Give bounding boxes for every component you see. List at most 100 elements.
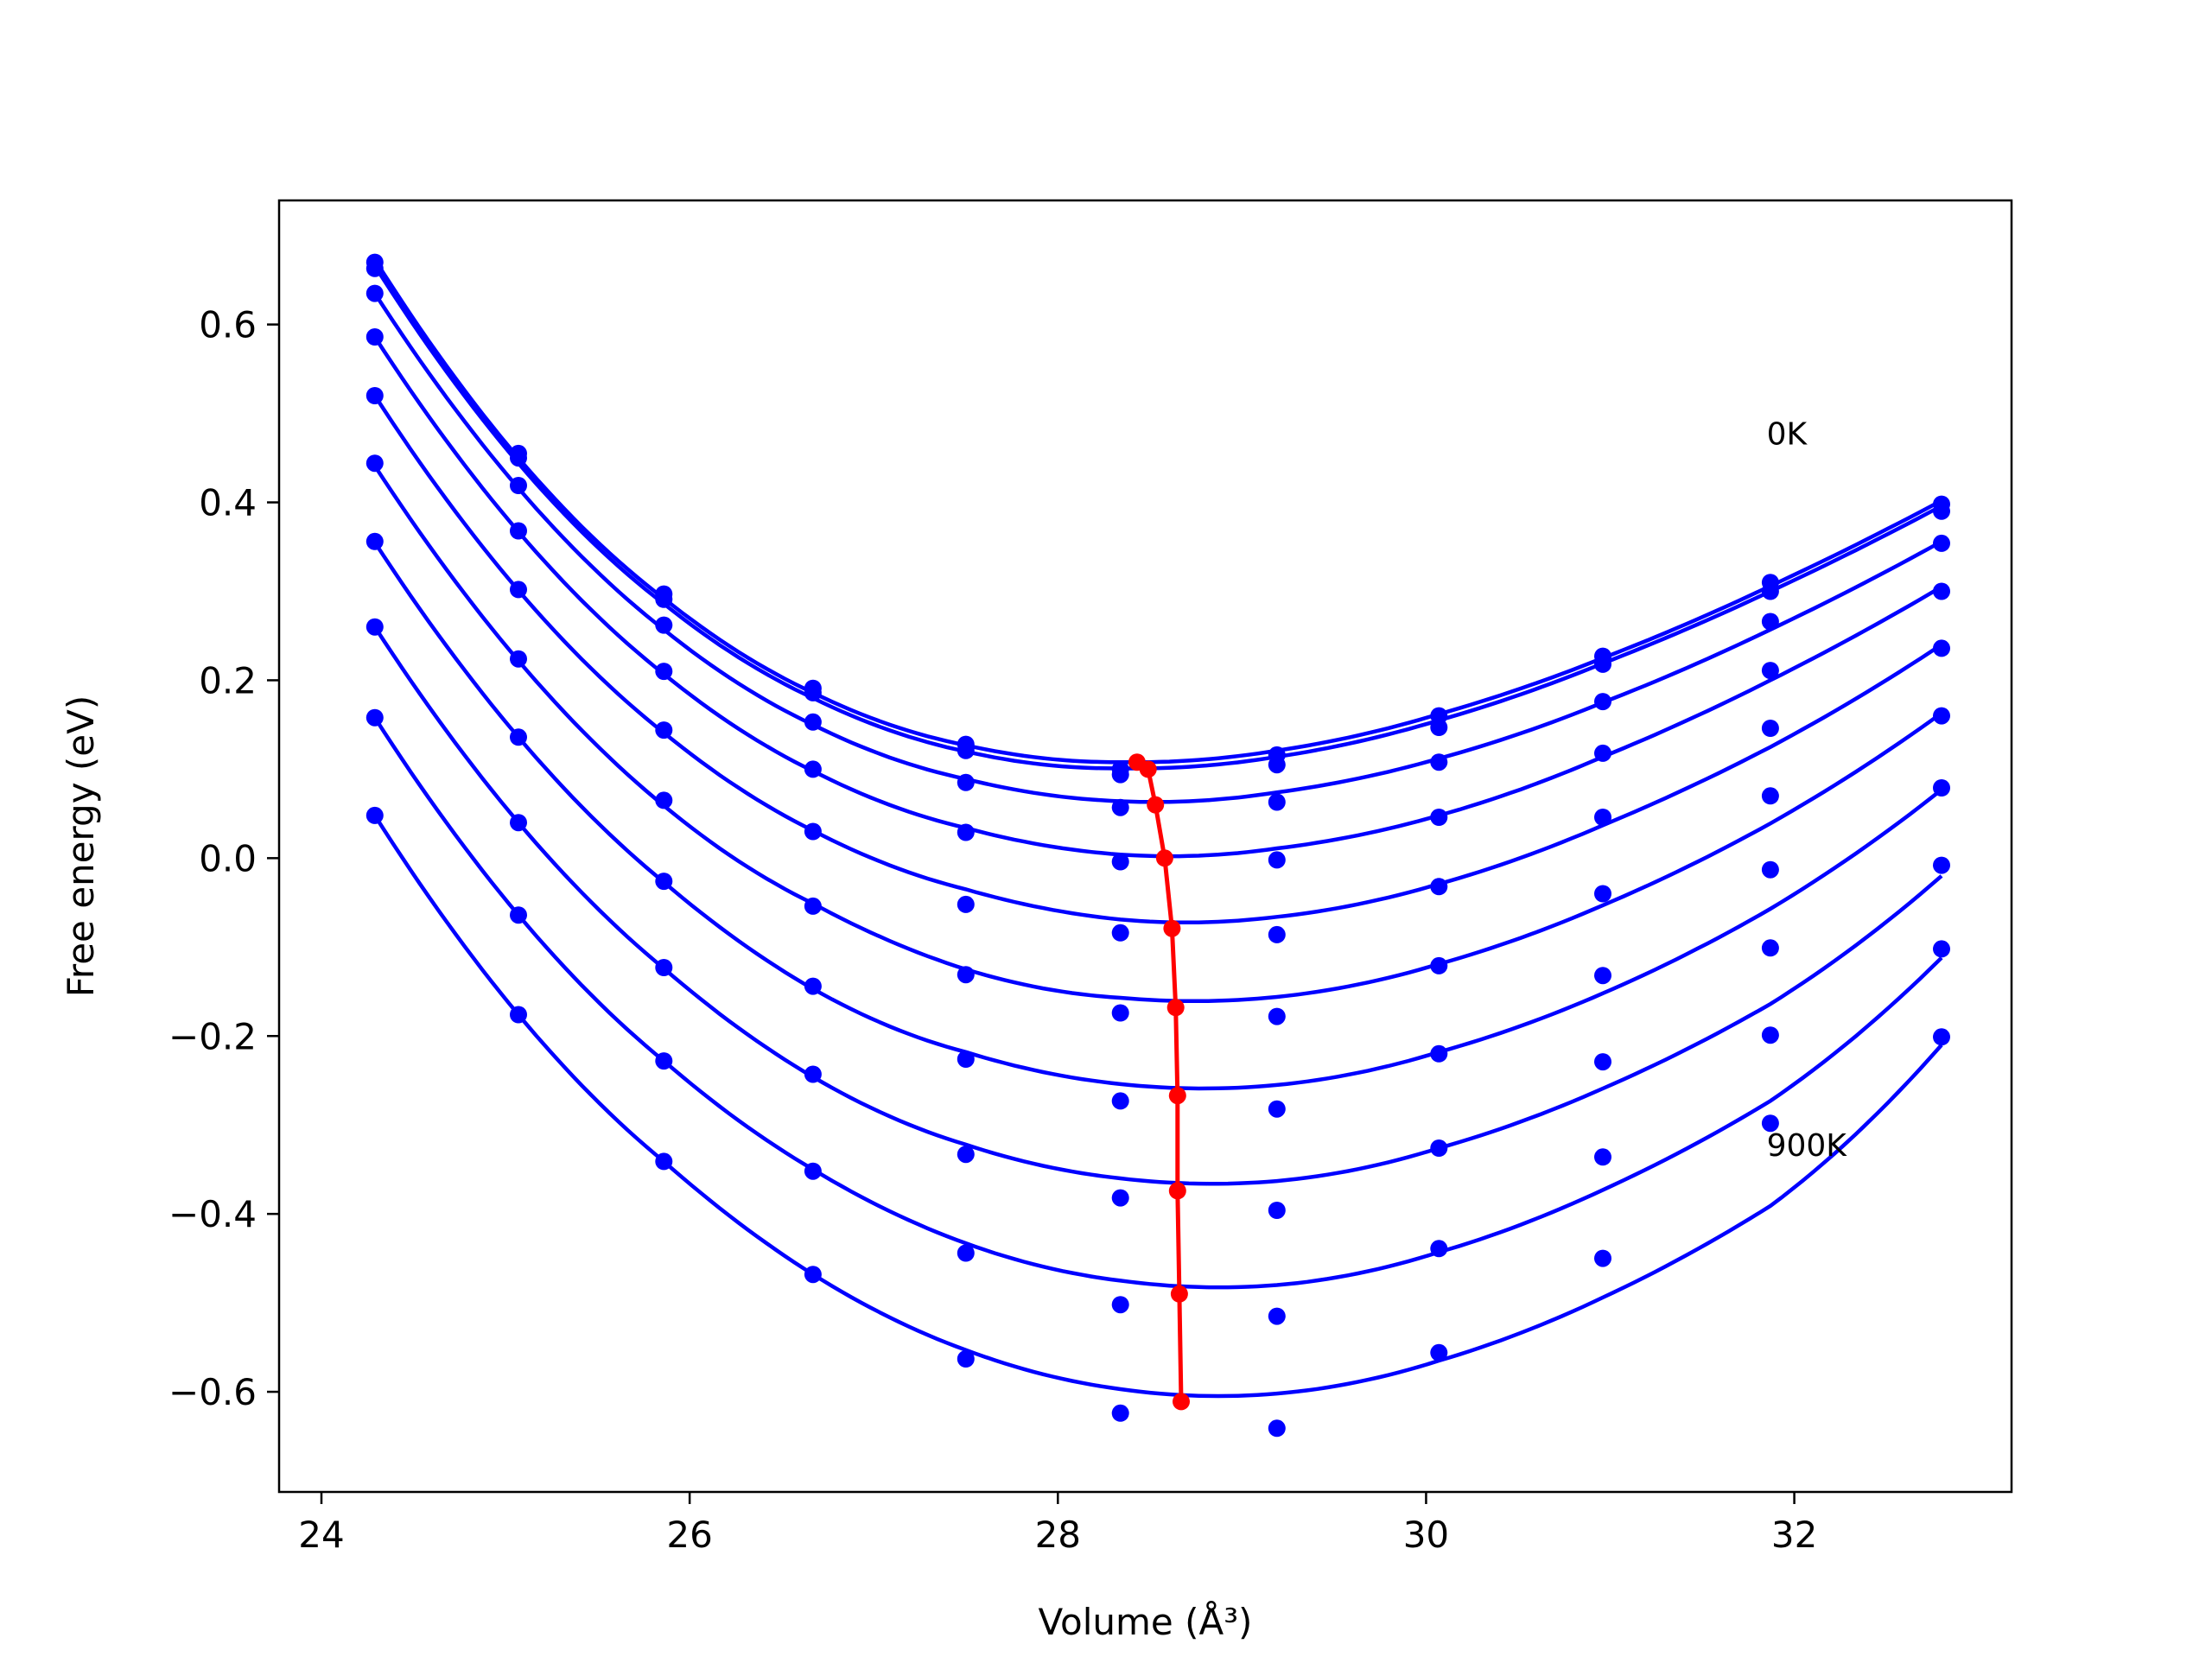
minimum-point-8 xyxy=(1170,1285,1188,1303)
y-tick-label-0: −0.6 xyxy=(168,1371,257,1413)
data-point-4-0 xyxy=(365,387,384,404)
data-point-9-7 xyxy=(1430,1343,1448,1362)
data-point-6-6 xyxy=(1268,1100,1286,1118)
y-tick-label-5: 0.4 xyxy=(199,482,257,524)
data-point-1-4 xyxy=(957,741,975,759)
data-point-2-10 xyxy=(1933,534,1950,552)
data-point-4-3 xyxy=(804,822,822,841)
series-2 xyxy=(365,284,1950,816)
minimum-point-3 xyxy=(1155,849,1173,867)
y-tick-label-1: −0.4 xyxy=(168,1193,257,1235)
series-0 xyxy=(365,253,1950,778)
data-point-9-9 xyxy=(1761,1114,1779,1133)
data-point-6-7 xyxy=(1430,1044,1448,1063)
data-point-2-9 xyxy=(1761,613,1779,631)
data-point-3-6 xyxy=(1268,851,1286,869)
data-point-3-9 xyxy=(1761,662,1779,680)
data-point-9-5 xyxy=(1111,1404,1129,1422)
data-point-9-6 xyxy=(1268,1419,1286,1438)
annotation-900k: 900K xyxy=(1767,1128,1848,1164)
data-point-4-2 xyxy=(655,721,673,739)
data-point-8-2 xyxy=(655,1052,673,1070)
fit-curve-5 xyxy=(372,465,1943,1004)
data-point-5-1 xyxy=(510,650,527,668)
data-point-5-9 xyxy=(1761,787,1779,805)
data-point-3-10 xyxy=(1933,582,1950,600)
data-point-9-0 xyxy=(365,806,384,824)
fit-curve-9 xyxy=(372,814,1943,1399)
data-point-1-10 xyxy=(1933,502,1950,520)
data-point-3-8 xyxy=(1594,744,1611,762)
data-point-4-4 xyxy=(957,895,975,913)
data-point-8-7 xyxy=(1430,1240,1448,1258)
data-point-8-0 xyxy=(365,708,384,727)
data-point-7-5 xyxy=(1111,1189,1129,1207)
series-8 xyxy=(365,708,1950,1325)
data-point-7-6 xyxy=(1268,1202,1286,1219)
data-point-8-9 xyxy=(1761,1026,1779,1044)
data-point-1-0 xyxy=(365,259,384,277)
x-tick-label-3: 30 xyxy=(1403,1514,1449,1556)
data-point-2-2 xyxy=(655,616,673,634)
minimum-point-2 xyxy=(1147,796,1165,814)
data-point-1-1 xyxy=(510,449,527,467)
data-point-1-2 xyxy=(655,590,673,608)
data-point-5-2 xyxy=(655,791,673,809)
minimum-point-5 xyxy=(1166,999,1185,1017)
data-point-2-0 xyxy=(365,284,384,302)
data-point-4-9 xyxy=(1761,720,1779,737)
data-point-9-8 xyxy=(1594,1249,1611,1267)
data-point-2-3 xyxy=(804,713,822,731)
series-3 xyxy=(365,328,1950,871)
data-point-5-8 xyxy=(1594,885,1611,903)
data-point-7-7 xyxy=(1430,1139,1448,1157)
data-point-7-4 xyxy=(957,1146,975,1164)
data-point-9-3 xyxy=(804,1266,822,1284)
x-tick-label-4: 32 xyxy=(1771,1514,1817,1556)
data-point-5-0 xyxy=(365,454,384,473)
minimum-point-7 xyxy=(1168,1182,1186,1200)
data-point-3-4 xyxy=(957,823,975,841)
x-axis-label: Volume (Å³) xyxy=(1039,1600,1253,1643)
data-point-7-9 xyxy=(1761,939,1779,957)
data-point-6-2 xyxy=(655,873,673,891)
data-point-3-0 xyxy=(365,328,384,346)
data-point-6-3 xyxy=(804,977,822,995)
x-tick-label-0: 24 xyxy=(298,1514,344,1556)
fit-curve-1 xyxy=(372,264,1943,771)
data-point-1-8 xyxy=(1594,655,1611,673)
y-tick-label-4: 0.2 xyxy=(199,659,257,701)
data-point-9-2 xyxy=(655,1152,673,1171)
data-point-2-5 xyxy=(1111,798,1129,816)
y-axis-label: Free energy (eV) xyxy=(60,695,102,998)
data-point-6-5 xyxy=(1111,1092,1129,1110)
data-point-5-10 xyxy=(1933,707,1950,725)
fit-curve-8 xyxy=(372,716,1943,1290)
plot-frame xyxy=(277,199,2013,1494)
data-point-3-3 xyxy=(804,760,822,778)
data-point-6-1 xyxy=(510,728,527,746)
data-point-8-5 xyxy=(1111,1296,1129,1314)
data-point-1-9 xyxy=(1761,582,1779,600)
data-point-7-8 xyxy=(1594,1053,1611,1071)
minimum-point-1 xyxy=(1139,760,1157,778)
axes-layer: 24 26 28 30 32 −0.6 −0.4 −0.2 0.0 0.2 0.4 0.6 xyxy=(168,304,1817,1556)
data-point-8-4 xyxy=(957,1244,975,1262)
data-point-4-10 xyxy=(1933,639,1950,657)
x-tick-label-1: 26 xyxy=(666,1514,712,1556)
data-point-7-10 xyxy=(1933,856,1950,874)
series-5 xyxy=(365,454,1950,1025)
data-point-5-4 xyxy=(957,966,975,984)
series-4 xyxy=(365,387,1950,943)
data-point-4-6 xyxy=(1268,925,1286,943)
data-point-8-1 xyxy=(510,906,527,924)
data-point-7-3 xyxy=(804,1065,822,1083)
data-point-1-6 xyxy=(1268,756,1286,774)
data-point-7-2 xyxy=(655,959,673,976)
data-point-6-9 xyxy=(1761,860,1779,879)
data-point-1-3 xyxy=(804,683,822,701)
data-point-4-7 xyxy=(1430,878,1448,896)
series-7 xyxy=(365,618,1950,1219)
